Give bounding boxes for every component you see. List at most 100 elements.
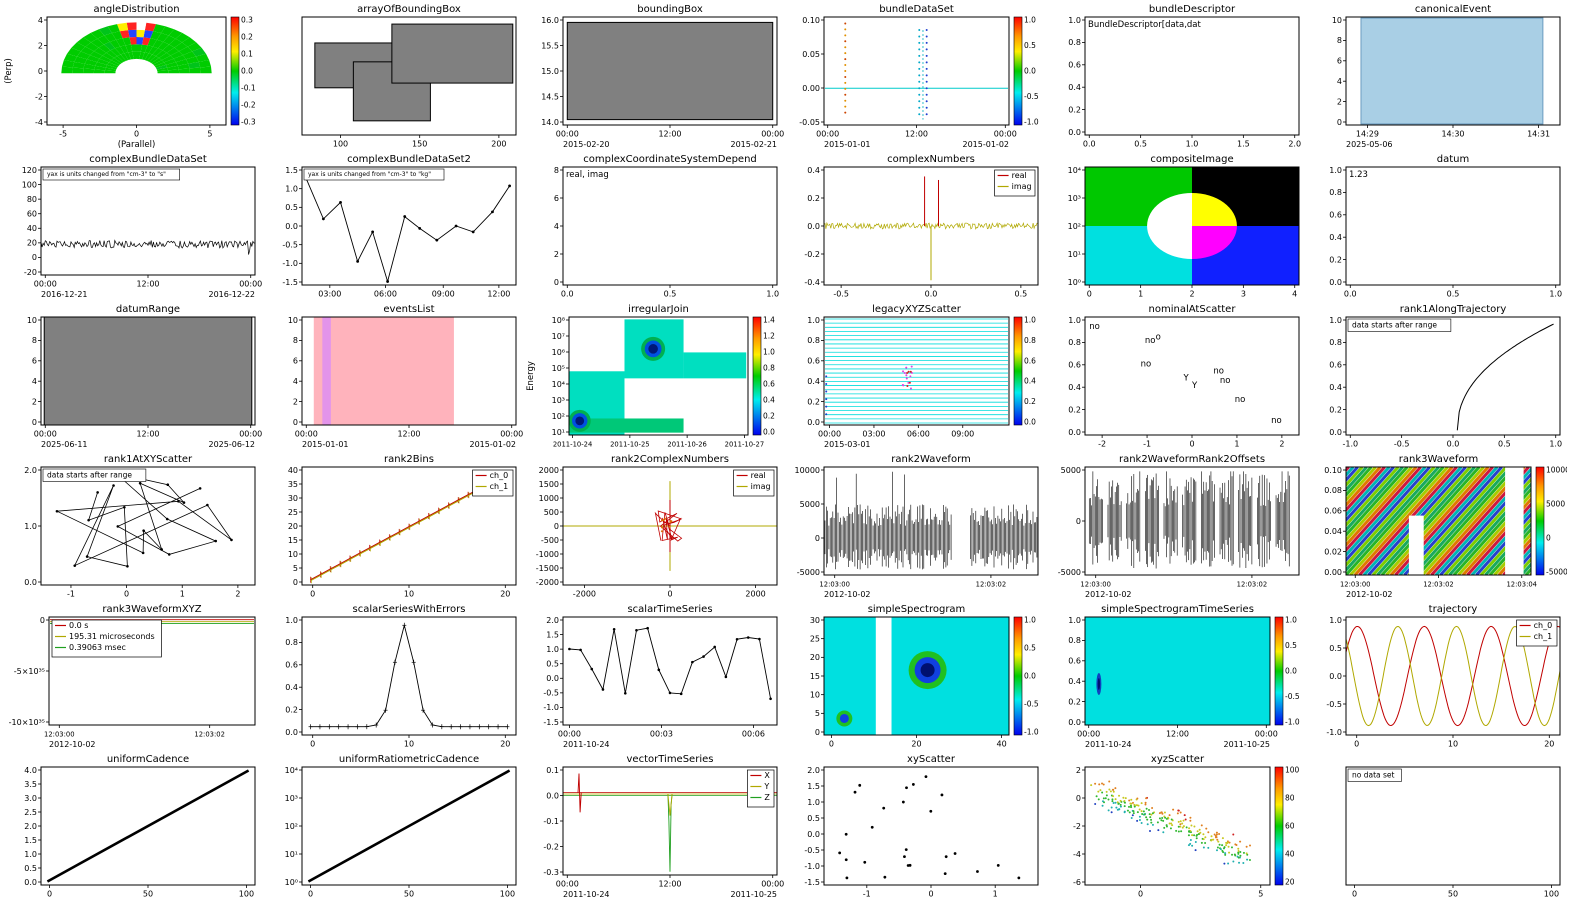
- chart-text: 2012-10-02: [49, 740, 96, 749]
- chart-text: 1.5: [546, 630, 559, 639]
- chart-text: 0.39063 msec: [69, 643, 126, 652]
- chart-text: 0.10: [1324, 466, 1342, 475]
- chart-text: 0.4: [807, 377, 820, 386]
- chart-canvas: rank2Bins 40 35 30 25 20 15 10 5 0 0 10 20 ch_0 ch_1: [262, 452, 523, 602]
- chart-text: 2012-10-02: [824, 590, 871, 599]
- chart-text: 12:03:04: [1506, 581, 1537, 589]
- chart-text: 2015-02-20: [563, 140, 610, 149]
- chart-text: eventsList: [383, 304, 434, 315]
- chart-text: 12:03:00: [1080, 581, 1111, 589]
- chart-text: 0.4: [1024, 377, 1036, 386]
- chart-text: 2015-01-02: [963, 140, 1010, 149]
- chart-canvas: arrayOfBoundingBox 100 150 200: [262, 2, 523, 152]
- chart-text: 4: [554, 222, 559, 231]
- chart-text: 20: [288, 522, 298, 531]
- chart-text: 0: [815, 728, 820, 737]
- chart-text: -1: [1143, 440, 1151, 449]
- colorbar: [1535, 466, 1545, 576]
- chart-text: 100: [333, 140, 348, 149]
- chart-text: 1: [1138, 290, 1143, 299]
- chart-text: 0.0: [24, 878, 37, 887]
- chart-text: 2012-10-02: [1085, 590, 1132, 599]
- chart-text: yax is units changed from "cm-3" to "kg": [308, 171, 431, 178]
- chart-text: uniformCadence: [107, 754, 189, 765]
- chart-text: 0.4: [1329, 233, 1342, 242]
- chart-text: 0: [1546, 534, 1551, 543]
- colorbar: [1274, 616, 1284, 726]
- chart-text: 14:31: [1527, 130, 1550, 139]
- chart-text: 0.2: [1024, 397, 1036, 406]
- chart-text: complexBundleDataSet: [89, 154, 207, 165]
- chart-text: 1.0: [1549, 440, 1562, 449]
- chart-text: Y: [1191, 381, 1198, 391]
- chart-text: 0: [1189, 440, 1194, 449]
- plot-area: [1085, 617, 1270, 725]
- chart-text: 0.5: [1285, 641, 1297, 650]
- chart-panel-uniformratiometriccadence: uniformRatiometricCadence 10⁴ 10³ 10² 10¹ 10⁰…: [262, 752, 523, 902]
- chart-text: -1.0: [1326, 728, 1342, 737]
- chart-panel-untitled: 0 50 100 no data set: [1306, 752, 1567, 902]
- chart-text: 10: [404, 590, 414, 599]
- chart-text: 5: [293, 564, 298, 573]
- chart-panel-datumrange: datumRange 10 8 6 4 2 0 00:00 12:00 00:00 2025-06-…: [1, 302, 262, 452]
- chart-canvas: rank2WaveformRank2Offsets 5000 0 -5000 12:03…: [1045, 452, 1306, 602]
- chart-text: 0.2: [1068, 105, 1081, 114]
- chart-panel-canonicalevent: canonicalEvent 10 8 6 4 2 0 14:29 14:30 14:31 2025…: [1306, 2, 1567, 152]
- chart-text: 0.8: [1329, 338, 1342, 347]
- chart-text: 3: [1241, 290, 1246, 299]
- chart-text: -2: [1098, 440, 1106, 449]
- annotation-box: [1347, 318, 1452, 332]
- colorbar: [1274, 766, 1284, 886]
- chart-text: (Perp): [4, 58, 14, 84]
- chart-canvas: xyScatter 2.0 1.5 1.0 0.5 0.0 -0.5 -1.0 -1.5 -1 0 1: [784, 752, 1045, 902]
- chart-text: 0.6: [1068, 61, 1081, 70]
- chart-text: 0.05: [802, 50, 820, 59]
- chart-text: 0.0: [1447, 440, 1460, 449]
- plot-area: [568, 626, 772, 701]
- chart-text: 1.0: [1329, 316, 1342, 325]
- chart-text: 0.0: [1068, 128, 1081, 137]
- chart-canvas: rank1AtXYScatter 2.0 1.0 0.0 -1 0 1 2 data start…: [1, 452, 262, 602]
- chart-text: 0: [1138, 890, 1143, 899]
- chart-canvas: scalarTimeSeries 2.0 1.5 1.0 0.5 0.0 -0.5 -1.0 -…: [523, 602, 784, 752]
- chart-text: 1.0: [807, 798, 820, 807]
- chart-text: 0.6: [1329, 361, 1342, 370]
- chart-text: 2015-01-01: [824, 140, 871, 149]
- chart-text: 0.2: [1329, 255, 1342, 264]
- chart-text: 0: [47, 890, 52, 899]
- chart-text: 1: [993, 890, 998, 899]
- chart-text: 2011-10-27: [725, 441, 765, 449]
- chart-text: -1.0: [543, 703, 559, 712]
- chart-panel-scalartimeseries: scalarTimeSeries 2.0 1.5 1.0 0.5 0.0 -0.5 -1.0 -…: [523, 602, 784, 752]
- plot-area: [569, 319, 747, 435]
- chart-text: Y: [763, 782, 769, 791]
- chart-text: 0.5: [1498, 440, 1511, 449]
- plot-area: [43, 317, 253, 425]
- chart-text: 10⁴: [285, 766, 298, 775]
- chart-text: 1.5: [1237, 140, 1250, 149]
- chart-text: -1.0: [804, 862, 820, 871]
- annotation-box: [42, 168, 180, 181]
- chart-text: ch_1: [490, 482, 509, 491]
- chart-text: -1000: [536, 550, 559, 559]
- chart-text: 4.0: [24, 766, 37, 775]
- chart-text: 10¹: [285, 850, 298, 859]
- chart-text: canonicalEvent: [1415, 4, 1491, 15]
- chart-text: -4: [35, 118, 43, 127]
- chart-panel-trajectory: trajectory 1.0 0.5 0.0 -0.5 -1.0 0 10 20 ch_0 ch_1: [1306, 602, 1567, 752]
- chart-text: 0: [293, 418, 298, 427]
- chart-text: 0.2: [241, 33, 253, 42]
- chart-text: 0.6: [285, 661, 298, 670]
- chart-text: 10⁸: [552, 316, 565, 325]
- chart-panel-scalarserieswitherrors: scalarSeriesWithErrors 1.0 0.8 0.6 0.4 0.2 0.0…: [262, 602, 523, 752]
- chart-text: 1000: [539, 494, 559, 503]
- chart-text: 1.0: [24, 522, 37, 531]
- chart-text: 10³: [1068, 194, 1081, 203]
- chart-text: arrayOfBoundingBox: [357, 4, 461, 15]
- chart-text: 2: [1279, 440, 1284, 449]
- chart-canvas: uniformRatiometricCadence 10⁴ 10³ 10² 10¹ 10⁰…: [262, 752, 523, 902]
- chart-panel-complexbundledataset: complexBundleDataSet 120 100 80 60 40 20 0 -20 00…: [1, 152, 262, 302]
- chart-text: 2: [38, 41, 43, 50]
